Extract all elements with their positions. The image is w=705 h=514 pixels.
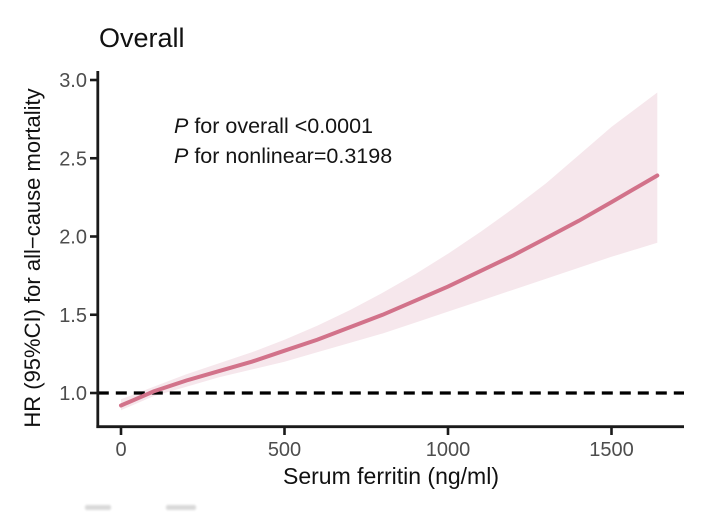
hr-curve bbox=[119, 173, 660, 408]
x-tick-label: 500 bbox=[268, 439, 301, 461]
y-tick-label: 1.0 bbox=[59, 383, 87, 405]
x-ticks bbox=[119, 427, 613, 435]
annotation-line: P for nonlinear=0.3198 bbox=[174, 144, 393, 168]
x-tick-label: 1000 bbox=[426, 439, 471, 461]
annotation-line: P for overall <0.0001 bbox=[174, 114, 374, 138]
p-value-annotation: P for overall <0.0001 P for nonlinear=0.3… bbox=[174, 111, 392, 171]
y-tick-labels: 3.0 2.5 2.0 1.5 1.0 bbox=[59, 70, 87, 405]
x-tick-labels: 0 500 1000 1500 bbox=[115, 439, 633, 461]
cropped-text-remnant bbox=[85, 505, 111, 510]
x-axis-title: Serum ferritin (ng/ml) bbox=[283, 463, 499, 489]
y-tick-label: 2.0 bbox=[59, 227, 87, 249]
y-tick-label: 3.0 bbox=[59, 70, 87, 92]
confidence-band bbox=[121, 92, 658, 411]
x-tick-label: 0 bbox=[115, 439, 126, 461]
y-tick-label: 1.5 bbox=[59, 305, 87, 327]
x-tick-label: 1500 bbox=[589, 439, 634, 461]
y-ticks bbox=[90, 78, 98, 395]
cropped-text-remnant bbox=[166, 505, 196, 510]
y-tick-label: 2.5 bbox=[59, 148, 87, 170]
chart-title: Overall bbox=[99, 23, 185, 53]
